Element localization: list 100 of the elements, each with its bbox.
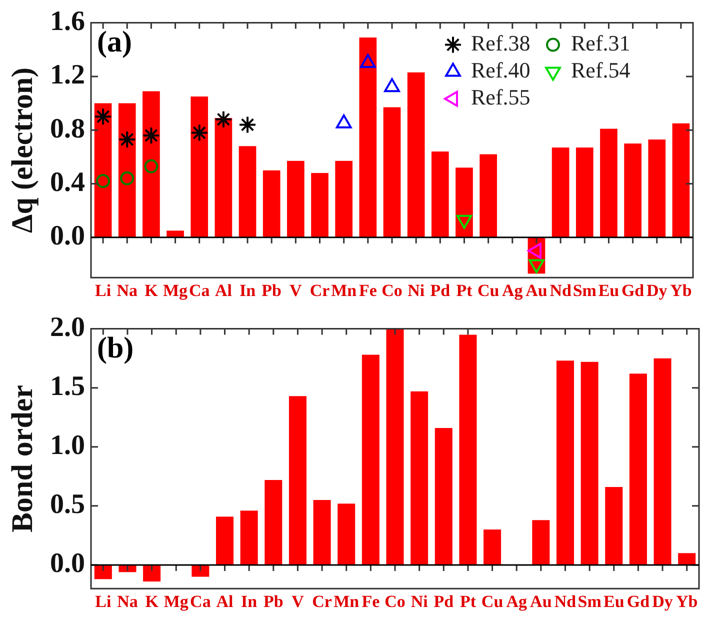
bar <box>338 504 356 565</box>
x-tick-label: Al <box>216 592 234 612</box>
x-tick-label: Yb <box>670 281 692 300</box>
x-tick-label: Co <box>384 592 406 612</box>
bar <box>410 391 428 565</box>
x-tick-label: Mn <box>334 592 360 612</box>
x-tick-label: Cu <box>481 592 504 612</box>
bar <box>459 334 477 565</box>
x-tick-label: Eu <box>598 281 620 300</box>
x-tick-label: Li <box>95 592 112 612</box>
bar <box>532 520 550 565</box>
x-tick-label: Ag <box>506 592 528 612</box>
x-tick-label: Pd <box>434 592 454 612</box>
bar <box>190 96 208 238</box>
x-tick-label: K <box>144 281 159 300</box>
y-tick-label: 1.0 <box>50 430 85 462</box>
x-tick-label: Gd <box>626 592 650 612</box>
bar <box>94 564 112 580</box>
x-tick-label: Nd <box>550 281 572 300</box>
x-tick-label: Au <box>526 281 548 300</box>
y-tick-label: 1.2 <box>50 60 85 91</box>
x-tick-label: Mg <box>164 592 189 612</box>
bar <box>262 170 280 238</box>
bar <box>287 160 304 238</box>
x-tick-label: Yb <box>676 592 698 612</box>
bar <box>313 500 331 565</box>
bar <box>431 152 449 238</box>
bar <box>600 128 618 238</box>
bar <box>142 91 160 238</box>
x-tick-label: Pd <box>430 281 451 300</box>
y-tick-label: 0.8 <box>50 113 85 144</box>
x-tick-label: Al <box>214 281 232 300</box>
bar <box>605 487 623 565</box>
bar <box>94 103 112 238</box>
bar <box>143 564 161 582</box>
x-tick-label: In <box>241 592 258 612</box>
y-tick-label: 0.4 <box>50 166 85 198</box>
x-tick-label: Fe <box>362 592 380 612</box>
bar <box>456 168 473 238</box>
legend-label: Ref.38 <box>471 30 530 56</box>
x-tick-label: Cr <box>310 281 330 300</box>
bar <box>238 146 256 238</box>
bar <box>214 118 232 238</box>
x-tick-label: Na <box>116 281 138 300</box>
y-tick-label: 0.5 <box>50 489 85 520</box>
y-axis-title: Δq (electron) <box>6 67 39 234</box>
y-tick-label: 1.5 <box>50 371 85 402</box>
bar <box>672 123 690 238</box>
y-tick-label: 1.6 <box>50 6 85 38</box>
bar <box>216 516 234 565</box>
bar <box>552 148 570 238</box>
x-tick-label: Mg <box>163 281 188 300</box>
bar <box>386 328 404 565</box>
x-tick-label: Cr <box>312 592 332 612</box>
bar <box>335 160 353 238</box>
bar <box>264 480 282 565</box>
bar <box>480 154 497 238</box>
x-tick-label: Pb <box>262 281 282 300</box>
x-tick-label: K <box>145 592 160 612</box>
bar <box>359 38 377 238</box>
bar <box>556 360 574 565</box>
x-tick-label: Au <box>530 592 552 612</box>
bar <box>362 354 380 565</box>
bar <box>678 553 696 565</box>
x-tick-label: Mn <box>331 281 358 300</box>
y-tick-label: 0.0 <box>50 220 85 252</box>
bar <box>654 358 672 565</box>
bar <box>648 139 666 238</box>
annotation: (a) <box>97 26 132 59</box>
x-tick-label: Gd <box>621 281 645 300</box>
annotation: (b) <box>97 332 134 365</box>
x-tick-label: Pb <box>263 592 284 612</box>
bar <box>629 374 647 565</box>
x-tick-label: Ni <box>410 592 428 612</box>
legend-label: Ref.40 <box>471 58 530 83</box>
x-tick-label: Co <box>382 281 402 300</box>
x-tick-label: Sm <box>572 281 596 300</box>
x-tick-label: Pt <box>460 592 476 612</box>
x-tick-label: Pt <box>456 281 473 300</box>
bar <box>383 107 401 238</box>
x-tick-label: V <box>290 281 303 300</box>
bar <box>192 564 210 577</box>
x-tick-label: V <box>292 592 305 612</box>
x-tick-label: Na <box>117 592 138 612</box>
y-tick-label: 2.0 <box>50 312 85 344</box>
x-tick-label: Ag <box>502 281 524 300</box>
bar <box>434 428 452 565</box>
bar <box>576 148 594 238</box>
y-axis-title: Bond order <box>6 384 39 532</box>
bar <box>484 530 502 565</box>
bar <box>624 143 642 238</box>
x-tick-label: Dy <box>646 281 668 300</box>
x-tick-label: Ca <box>190 592 212 612</box>
x-tick-label: Li <box>95 281 112 300</box>
bar <box>288 396 306 565</box>
bar <box>118 103 136 238</box>
bar <box>580 362 598 565</box>
x-tick-label: Dy <box>652 592 674 612</box>
legend-label: Ref.54 <box>571 58 630 83</box>
x-tick-label: Ca <box>188 281 210 300</box>
